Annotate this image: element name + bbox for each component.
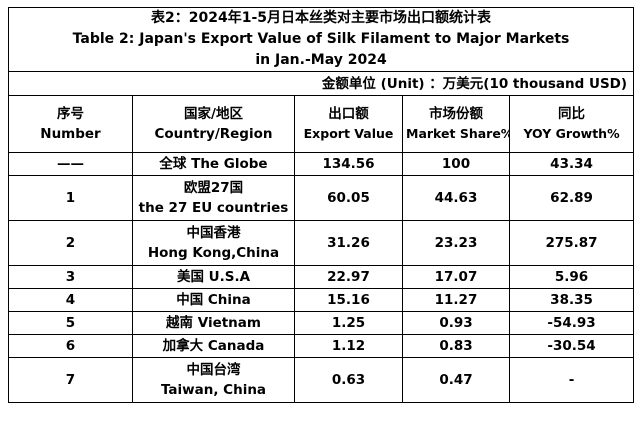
row-number: 4	[8, 288, 133, 312]
row-region: 全球 The Globe	[132, 152, 295, 176]
row-region-line: Hong Kong,China	[147, 245, 280, 261]
row-yoy-growth: 62.89	[508, 175, 635, 221]
row-number: 5	[8, 311, 133, 335]
header-yoy-en: YOY Growth%	[523, 126, 620, 141]
row-market-share: 17.07	[402, 265, 510, 289]
header-number-cn: 序号	[57, 106, 84, 122]
row-yoy-growth: -54.93	[508, 311, 635, 335]
table-body: 表2：2024年1-5月日本丝类对主要市场出口额统计表 Table 2: Jap…	[7, 7, 635, 403]
row-export-value: 22.97	[294, 265, 403, 289]
row-yoy-growth: -	[508, 357, 635, 403]
table-row: 1 欧盟27国 the 27 EU countries 60.05 44.63 62.89	[8, 175, 635, 221]
row-market-share: 23.23	[402, 220, 510, 266]
row-number: 6	[8, 334, 133, 358]
row-yoy-growth: 275.87	[508, 220, 635, 266]
row-export-value: 1.25	[294, 311, 403, 335]
table-row: 2 中国香港 Hong Kong,China 31.26 23.23 275.87	[8, 220, 635, 266]
header-export-en: Export Value	[303, 126, 394, 141]
header-row: 序号 Number 国家/地区 Country/Region 出口额 Expor…	[8, 95, 635, 153]
row-region-line: 中国香港	[186, 225, 241, 241]
table-row: 6 加拿大 Canada 1.12 0.83 -30.54	[8, 334, 635, 358]
header-region-cn: 国家/地区	[184, 106, 243, 122]
row-region-line: 中国台湾	[186, 362, 241, 378]
header-number-en: Number	[40, 126, 101, 142]
title-line-cn: 表2：2024年1-5月日本丝类对主要市场出口额统计表	[151, 10, 492, 26]
row-market-share: 0.93	[402, 311, 510, 335]
row-market-share: 0.83	[402, 334, 510, 358]
row-region: 中国香港 Hong Kong,China	[132, 220, 295, 266]
header-region-en: Country/Region	[154, 126, 273, 142]
header-yoy-cn: 同比	[558, 106, 586, 122]
table-row: 5 越南 Vietnam 1.25 0.93 -54.93	[8, 311, 635, 335]
row-number: 1	[8, 175, 133, 221]
row-export-value: 1.12	[294, 334, 403, 358]
header-share-en: Market Share%	[406, 126, 510, 141]
row-export-value: 31.26	[294, 220, 403, 266]
row-export-value: 0.63	[294, 357, 403, 403]
title-row: 表2：2024年1-5月日本丝类对主要市场出口额统计表 Table 2: Jap…	[7, 7, 635, 72]
row-region-line: 美国 U.S.A	[176, 269, 251, 285]
row-region-line: 欧盟27国	[183, 180, 244, 196]
row-market-share: 44.63	[402, 175, 510, 221]
header-share-cn: 市场份额	[429, 106, 483, 122]
export-table: 表2：2024年1-5月日本丝类对主要市场出口额统计表 Table 2: Jap…	[7, 7, 635, 403]
row-number: ——	[8, 152, 133, 176]
row-region: 欧盟27国 the 27 EU countries	[132, 175, 295, 221]
row-region: 中国 China	[132, 288, 295, 312]
row-yoy-growth: 5.96	[508, 265, 635, 289]
title-line-en: Table 2: Japan's Export Value of Silk Fi…	[72, 31, 570, 47]
row-region: 加拿大 Canada	[132, 334, 295, 358]
table-row: —— 全球 The Globe 134.56 100 43.34	[8, 152, 635, 176]
header-share: 市场份额 Market Share%	[402, 95, 510, 153]
row-region: 中国台湾 Taiwan, China	[132, 357, 295, 403]
header-region: 国家/地区 Country/Region	[132, 95, 295, 153]
title-line-en-2: in Jan.-May 2024	[255, 52, 387, 68]
row-region-line: 加拿大 Canada	[162, 338, 265, 354]
row-market-share: 11.27	[402, 288, 510, 312]
row-number: 7	[8, 357, 133, 403]
row-market-share: 100	[402, 152, 510, 176]
table-row: 4 中国 China 15.16 11.27 38.35	[8, 288, 635, 312]
row-number: 2	[8, 220, 133, 266]
header-yoy: 同比 YOY Growth%	[508, 95, 635, 153]
table-row: 3 美国 U.S.A 22.97 17.07 5.96	[8, 265, 635, 289]
row-region: 美国 U.S.A	[132, 265, 295, 289]
table-row: 7 中国台湾 Taiwan, China 0.63 0.47-	[8, 357, 635, 403]
row-yoy-growth: 38.35	[508, 288, 635, 312]
unit-label: 金额单位 (Unit) ：万美元(10 thousand USD)	[7, 71, 635, 96]
unit-row: 金额单位 (Unit) ：万美元(10 thousand USD)	[7, 71, 635, 96]
row-market-share: 0.47	[402, 357, 510, 403]
row-number: 3	[8, 265, 133, 289]
table-title: 表2：2024年1-5月日本丝类对主要市场出口额统计表 Table 2: Jap…	[7, 7, 635, 72]
header-export: 出口额 Export Value	[294, 95, 403, 153]
row-export-value: 134.56	[294, 152, 403, 176]
row-export-value: 15.16	[294, 288, 403, 312]
row-region: 越南 Vietnam	[132, 311, 295, 335]
header-number: 序号 Number	[8, 95, 133, 153]
row-export-value: 60.05	[294, 175, 403, 221]
row-region-line: 中国 China	[176, 292, 251, 308]
row-region-line: 全球 The Globe	[159, 156, 268, 172]
row-region-line: 越南 Vietnam	[166, 315, 261, 331]
row-yoy-growth: -30.54	[508, 334, 635, 358]
row-region-line: Taiwan, China	[160, 382, 267, 398]
row-region-line: the 27 EU countries	[138, 200, 289, 216]
header-export-cn: 出口额	[328, 106, 369, 122]
row-yoy-growth: 43.34	[508, 152, 635, 176]
